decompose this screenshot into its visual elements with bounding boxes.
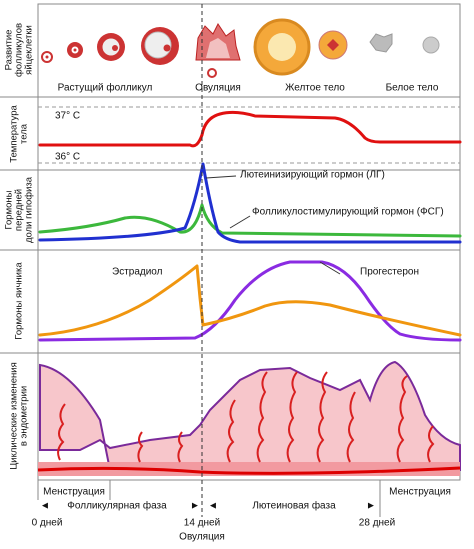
label-line: тела bbox=[19, 123, 30, 144]
glands bbox=[57, 371, 435, 463]
phase-label: Фолликулярная фаза bbox=[67, 500, 167, 512]
side-label: Гормоны передней доли гипофиза bbox=[4, 176, 35, 243]
label-line: Циклические изменения bbox=[9, 362, 20, 470]
label-line: фолликулов bbox=[14, 23, 25, 77]
temperature-label: 36° С bbox=[55, 152, 80, 163]
progesterone-curve bbox=[38, 260, 462, 342]
arrow: ◄ bbox=[40, 501, 50, 512]
label-line: яйцеклетки bbox=[24, 25, 35, 75]
hormone-label: Прогестерон bbox=[360, 267, 419, 278]
label-line: Гормоны bbox=[4, 190, 15, 229]
side-label: Развитие фолликулов яйцеклетки bbox=[4, 23, 35, 77]
vessel bbox=[37, 466, 461, 475]
label-line: передней bbox=[14, 189, 25, 231]
estradiol-curve bbox=[38, 264, 462, 337]
stage-label: Овуляция bbox=[195, 83, 241, 94]
arrow: ► bbox=[366, 501, 376, 512]
temperature-label: 37° С bbox=[55, 111, 80, 122]
label-line: Температура bbox=[9, 105, 20, 163]
lh-curve bbox=[38, 162, 462, 244]
label-line: в эндометрии bbox=[19, 386, 30, 446]
day-label: 14 дней bbox=[184, 518, 220, 529]
leader-line bbox=[229, 215, 251, 229]
day-label: 0 дней bbox=[32, 518, 63, 529]
fsh-curve bbox=[38, 203, 462, 238]
side-label: Гормоны яичника bbox=[14, 262, 25, 340]
leader-line bbox=[205, 175, 237, 179]
menstruation-label: Менструация bbox=[389, 487, 451, 498]
stage-label: Белое тело bbox=[386, 83, 439, 94]
label-line: Гормоны яичника bbox=[14, 262, 25, 340]
label-line: доли гипофиза bbox=[24, 176, 35, 243]
stage-label: Желтое тело bbox=[285, 83, 345, 94]
side-label: Циклические изменения в эндометрии bbox=[9, 362, 30, 470]
day-label: 28 дней bbox=[359, 518, 395, 529]
phase-label: Лютеиновая фаза bbox=[252, 500, 336, 512]
ovulation-label: Овуляция bbox=[179, 532, 225, 543]
hormone-label: Фолликулостимулирующий гормон (ФСГ) bbox=[252, 207, 444, 218]
hormone-label: Эстрадиол bbox=[112, 267, 163, 278]
temperature-curve bbox=[38, 110, 462, 148]
menstruation-label: Менструация bbox=[43, 487, 105, 498]
arrow: ◄ bbox=[208, 501, 218, 512]
endometrium bbox=[39, 360, 461, 471]
arrow: ► bbox=[190, 501, 200, 512]
follicles bbox=[41, 18, 440, 78]
hormone-label: Лютеинизирующий гормон (ЛГ) bbox=[240, 170, 385, 181]
side-label: Температура тела bbox=[9, 105, 30, 163]
stage-label: Растущий фолликул bbox=[58, 82, 153, 94]
leader-line bbox=[319, 261, 341, 275]
label-line: Развитие bbox=[4, 30, 15, 71]
